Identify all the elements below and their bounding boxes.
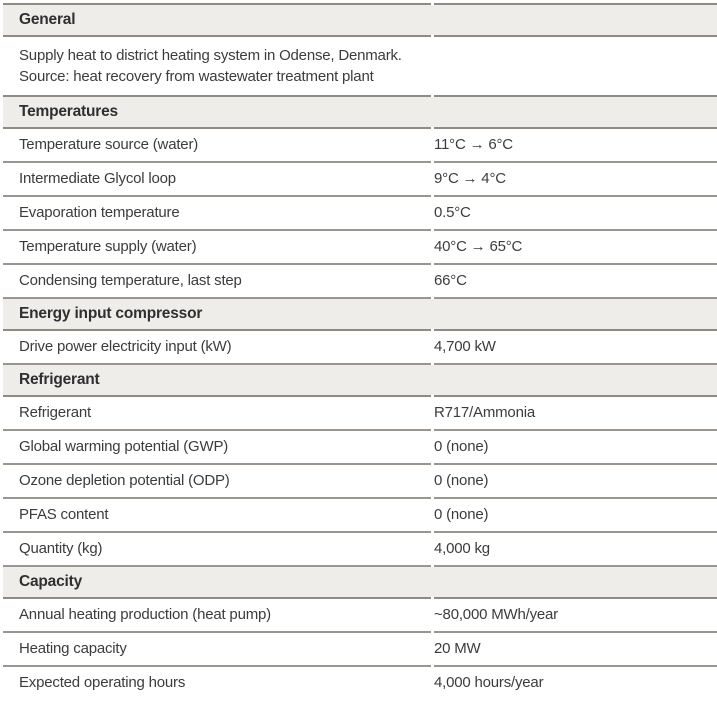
row-value: 0 (none) (434, 431, 717, 465)
section-description-bottom-border (3, 95, 717, 97)
section-title: Energy input compressor (19, 305, 203, 322)
row-value: 4,000 hours/year (434, 674, 544, 691)
section-description-line: Supply heat to district heating system i… (19, 47, 402, 64)
row-label: Evaporation temperature (3, 197, 431, 231)
table-row: Expected operating hours 4,000 hours/year (3, 667, 717, 699)
section-title: Refrigerant (19, 371, 100, 388)
row-label: Global warming potential (GWP) (3, 431, 431, 465)
row-value: R717/Ammonia (434, 397, 717, 431)
divider-left-segment (3, 395, 431, 397)
table-row: Heating capacity 20 MW (3, 633, 717, 667)
section-description: Supply heat to district heating system i… (3, 37, 717, 95)
row-label: Expected operating hours (19, 674, 186, 691)
row-label: Temperature source (water) (3, 129, 431, 163)
divider-right-segment (434, 35, 717, 37)
section-header-bottom-border (3, 127, 717, 129)
row-label: Drive power electricity input (kW) (3, 331, 431, 365)
row-label: Quantity (kg) (3, 533, 431, 567)
row-value: 20 MW (434, 633, 717, 667)
section-title: Capacity (19, 573, 83, 590)
table-row: Intermediate Glycol loop 9°C → 4°C (3, 163, 717, 197)
row-label: Ozone depletion potential (ODP) (3, 465, 431, 499)
section-header-energy-input-compressor: Energy input compressor (3, 299, 717, 329)
divider-right-segment (434, 395, 717, 397)
section-header-bottom-border (3, 329, 717, 331)
row-label: Heating capacity (3, 633, 431, 667)
section-header-temperatures: Temperatures (3, 97, 717, 127)
row-label: Intermediate Glycol loop (3, 163, 431, 197)
divider-right-segment (434, 329, 717, 331)
divider-left-segment (3, 127, 431, 129)
row-label: PFAS content (3, 499, 431, 533)
table-top-border (3, 3, 717, 5)
section-header-bottom-border (3, 395, 717, 397)
table-row: Condensing temperature, last step 66°C (3, 265, 717, 299)
row-label: Refrigerant (3, 397, 431, 431)
row-value: 4,700 kW (434, 331, 717, 365)
section-header-capacity: Capacity (3, 567, 717, 597)
divider-left-segment (3, 35, 431, 37)
row-value: 4,000 kg (434, 533, 717, 567)
divider-left-segment (3, 329, 431, 331)
table-row: Refrigerant R717/Ammonia (3, 397, 717, 431)
divider-left-segment (3, 3, 431, 5)
row-label: Condensing temperature, last step (3, 265, 431, 299)
divider-left-segment (3, 597, 431, 599)
table-row: Global warming potential (GWP) 0 (none) (3, 431, 717, 465)
row-label: Annual heating production (heat pump) (3, 599, 431, 633)
table-row: Quantity (kg) 4,000 kg (3, 533, 717, 567)
row-value: 11°C → 6°C (434, 129, 717, 163)
table-row: Evaporation temperature 0.5°C (3, 197, 717, 231)
row-value: 0.5°C (434, 197, 717, 231)
divider-right-segment (434, 95, 717, 97)
section-header-bottom-border (3, 35, 717, 37)
row-value: ~80,000 MWh/year (434, 599, 717, 633)
divider-right-segment (434, 597, 717, 599)
table-row: Annual heating production (heat pump) ~80… (3, 599, 717, 633)
row-label: Temperature supply (water) (3, 231, 431, 265)
section-header-refrigerant: Refrigerant (3, 365, 717, 395)
spec-sheet-table: General Supply heat to district heating s… (3, 3, 717, 699)
table-row: Temperature supply (water) 40°C → 65°C (3, 231, 717, 265)
section-title: Temperatures (19, 103, 118, 120)
table-row: PFAS content 0 (none) (3, 499, 717, 533)
divider-right-segment (434, 127, 717, 129)
row-value: 40°C → 65°C (434, 231, 717, 265)
section-header-general: General (3, 5, 717, 35)
divider-left-segment (3, 95, 431, 97)
row-value: 0 (none) (434, 499, 717, 533)
section-description-line: Source: heat recovery from wastewater tr… (19, 68, 374, 85)
table-row: Drive power electricity input (kW) 4,700 … (3, 331, 717, 365)
section-title: General (19, 11, 76, 28)
table-row: Temperature source (water) 11°C → 6°C (3, 129, 717, 163)
row-value: 0 (none) (434, 465, 717, 499)
divider-right-segment (434, 3, 717, 5)
table-row: Ozone depletion potential (ODP) 0 (none) (3, 465, 717, 499)
row-value: 9°C → 4°C (434, 163, 717, 197)
section-header-bottom-border (3, 597, 717, 599)
row-value: 66°C (434, 265, 717, 299)
